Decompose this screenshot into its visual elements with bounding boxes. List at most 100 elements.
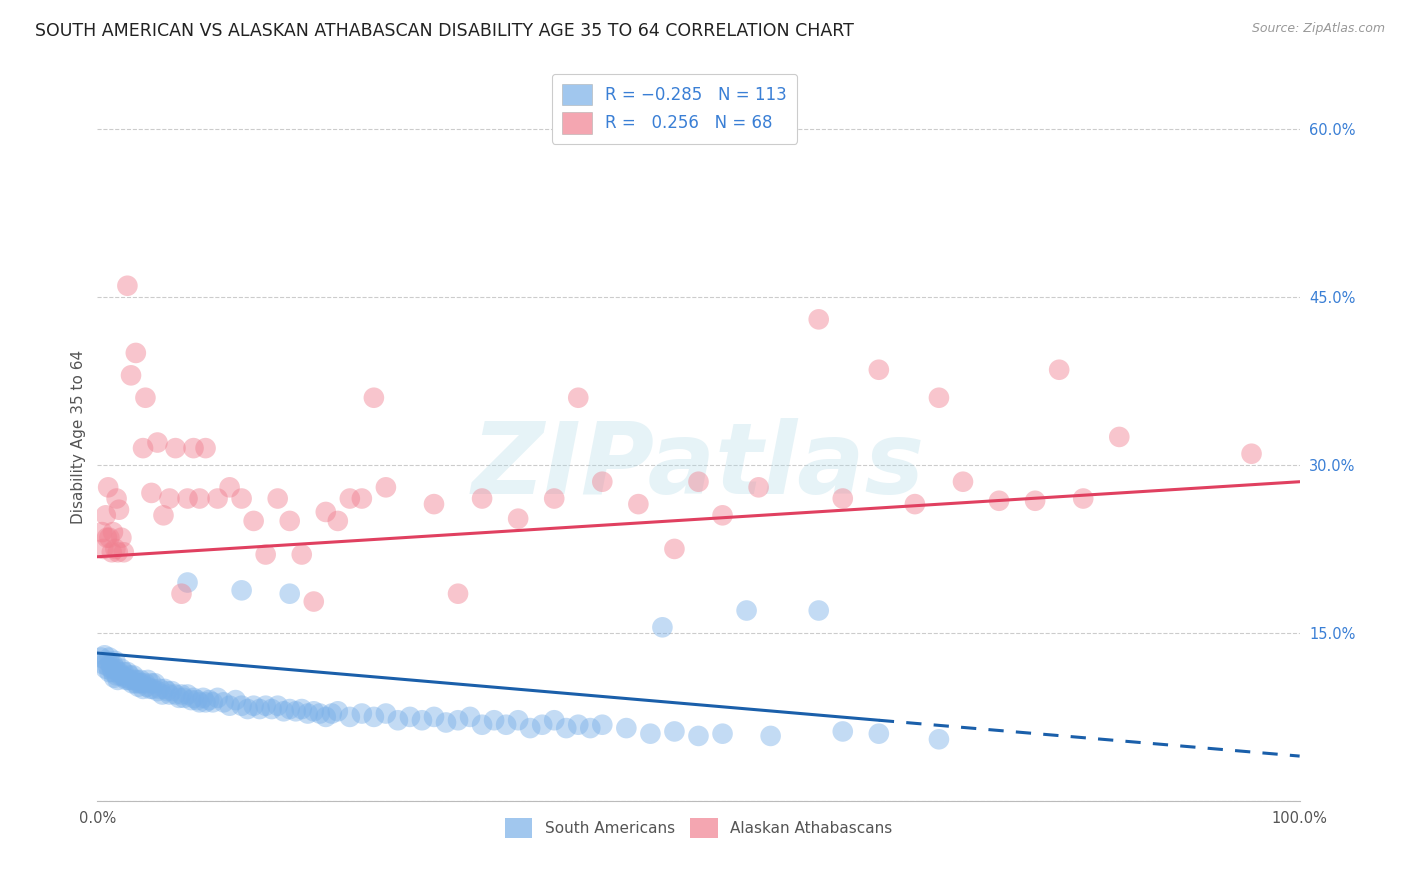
Point [688, 475, 710, 489]
Point [254, 548, 277, 562]
Point [132, 441, 155, 455]
Point [93, 657, 115, 672]
Point [447, 587, 470, 601]
Point [132, 681, 155, 696]
Point [125, 673, 148, 687]
Point [120, 368, 142, 383]
Point [165, 441, 187, 455]
Point [101, 662, 124, 676]
Point [350, 491, 373, 506]
Point [98, 531, 121, 545]
Point [807, 312, 830, 326]
Point [519, 721, 541, 735]
Point [146, 684, 169, 698]
Point [236, 702, 259, 716]
Point [146, 435, 169, 450]
Point [807, 603, 830, 617]
Point [495, 717, 517, 731]
Point [1071, 491, 1094, 506]
Point [302, 704, 325, 718]
Point [170, 688, 193, 702]
Point [124, 673, 146, 687]
Point [567, 391, 589, 405]
Point [90, 650, 112, 665]
Point [104, 662, 127, 676]
Point [120, 673, 142, 687]
Point [152, 508, 174, 523]
Point [108, 665, 131, 679]
Point [105, 668, 128, 682]
Point [735, 603, 758, 617]
Point [640, 727, 662, 741]
Point [110, 531, 132, 545]
Point [952, 475, 974, 489]
Point [135, 680, 157, 694]
Point [173, 690, 195, 705]
Point [591, 475, 613, 489]
Point [201, 695, 224, 709]
Point [928, 391, 950, 405]
Point [297, 706, 319, 721]
Point [188, 695, 211, 709]
Point [121, 676, 143, 690]
Point [231, 583, 253, 598]
Point [651, 620, 673, 634]
Point [101, 525, 124, 540]
Point [112, 545, 135, 559]
Point [104, 654, 127, 668]
Point [302, 594, 325, 608]
Point [231, 698, 253, 713]
Point [508, 713, 530, 727]
Point [105, 491, 128, 506]
Point [363, 710, 385, 724]
Point [107, 673, 129, 687]
Point [387, 713, 409, 727]
Point [339, 491, 361, 506]
Point [207, 491, 229, 506]
Point [242, 514, 264, 528]
Point [139, 681, 162, 696]
Point [363, 391, 385, 405]
Point [125, 676, 148, 690]
Point [170, 587, 193, 601]
Point [591, 717, 613, 731]
Point [231, 491, 253, 506]
Point [207, 690, 229, 705]
Point [128, 676, 150, 690]
Point [267, 698, 290, 713]
Point [531, 717, 554, 731]
Point [176, 688, 198, 702]
Point [326, 514, 349, 528]
Point [904, 497, 927, 511]
Point [134, 676, 156, 690]
Point [1047, 363, 1070, 377]
Point [153, 681, 176, 696]
Point [93, 541, 115, 556]
Text: Source: ZipAtlas.com: Source: ZipAtlas.com [1251, 22, 1385, 36]
Point [291, 548, 314, 562]
Point [868, 363, 890, 377]
Point [759, 729, 782, 743]
Point [212, 695, 235, 709]
Point [98, 650, 121, 665]
Point [614, 721, 637, 735]
Point [1108, 430, 1130, 444]
Point [458, 710, 481, 724]
Point [225, 693, 247, 707]
Point [218, 480, 240, 494]
Legend: South Americans, Alaskan Athabascans: South Americans, Alaskan Athabascans [499, 813, 898, 844]
Point [110, 662, 132, 676]
Point [101, 545, 124, 559]
Point [423, 710, 446, 724]
Point [471, 491, 494, 506]
Point [94, 662, 117, 676]
Point [194, 695, 217, 709]
Point [118, 668, 141, 682]
Point [198, 693, 221, 707]
Point [108, 502, 131, 516]
Point [176, 491, 198, 506]
Point [91, 525, 114, 540]
Point [260, 702, 283, 716]
Point [180, 693, 202, 707]
Point [579, 721, 602, 735]
